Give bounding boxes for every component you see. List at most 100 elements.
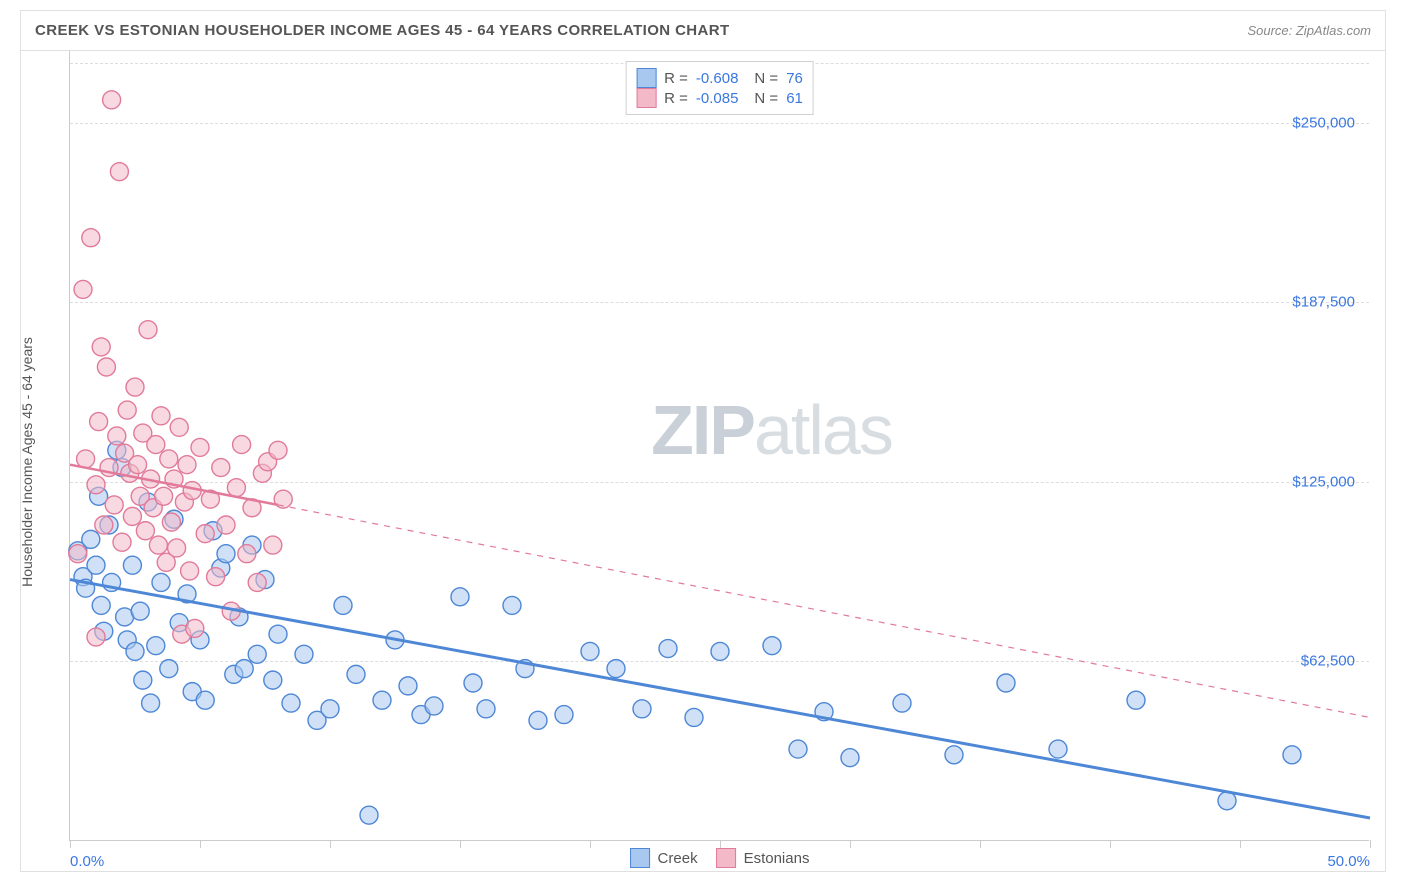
point-estonians	[82, 229, 100, 247]
point-creek	[1127, 691, 1145, 709]
point-estonians	[217, 516, 235, 534]
point-creek	[160, 660, 178, 678]
point-estonians	[97, 358, 115, 376]
point-creek	[1218, 792, 1236, 810]
point-creek	[789, 740, 807, 758]
point-creek	[123, 556, 141, 574]
point-estonians	[212, 459, 230, 477]
point-estonians	[178, 456, 196, 474]
point-estonians	[74, 280, 92, 298]
legend-item-estonians: Estonians	[716, 848, 810, 868]
point-creek	[425, 697, 443, 715]
point-creek	[360, 806, 378, 824]
point-creek	[264, 671, 282, 689]
point-estonians	[139, 321, 157, 339]
r-value-estonians: -0.085	[696, 90, 739, 107]
point-creek	[248, 645, 266, 663]
point-creek	[581, 642, 599, 660]
x-tick-label: 0.0%	[70, 853, 104, 870]
point-estonians	[160, 450, 178, 468]
point-estonians	[92, 338, 110, 356]
point-creek	[607, 660, 625, 678]
plot-wrapper: Householder Income Ages 45 - 64 years ZI…	[21, 51, 1387, 873]
point-creek	[633, 700, 651, 718]
point-creek	[92, 596, 110, 614]
point-estonians	[87, 628, 105, 646]
point-estonians	[129, 456, 147, 474]
point-creek	[503, 596, 521, 614]
point-creek	[196, 691, 214, 709]
point-estonians	[87, 476, 105, 494]
r-value-creek: -0.608	[696, 70, 739, 87]
chart-title: CREEK VS ESTONIAN HOUSEHOLDER INCOME AGE…	[35, 22, 730, 39]
swatch-estonians	[636, 88, 656, 108]
point-creek	[347, 665, 365, 683]
legend-swatch-creek	[630, 848, 650, 868]
legend-label-creek: Creek	[658, 850, 698, 867]
point-creek	[295, 645, 313, 663]
y-tick-label: $62,500	[1301, 653, 1355, 670]
point-creek	[82, 530, 100, 548]
title-bar: CREEK VS ESTONIAN HOUSEHOLDER INCOME AGE…	[21, 11, 1385, 51]
point-estonians	[186, 619, 204, 637]
point-estonians	[196, 525, 214, 543]
point-estonians	[147, 436, 165, 454]
stats-row-creek: R = -0.608 N = 76	[636, 68, 803, 88]
n-label: N =	[754, 70, 778, 87]
y-tick-label: $187,500	[1292, 294, 1355, 311]
point-estonians	[238, 545, 256, 563]
point-creek	[334, 596, 352, 614]
point-estonians	[162, 513, 180, 531]
r-label: R =	[664, 90, 688, 107]
point-estonians	[181, 562, 199, 580]
point-estonians	[123, 507, 141, 525]
point-creek	[659, 640, 677, 658]
legend-item-creek: Creek	[630, 848, 698, 868]
point-creek	[217, 545, 235, 563]
point-estonians	[136, 522, 154, 540]
point-creek	[685, 708, 703, 726]
x-tick-label: 50.0%	[1327, 853, 1370, 870]
point-estonians	[110, 163, 128, 181]
point-estonians	[207, 568, 225, 586]
point-creek	[126, 642, 144, 660]
point-creek	[477, 700, 495, 718]
point-creek	[1283, 746, 1301, 764]
point-estonians	[105, 496, 123, 514]
stats-legend: R = -0.608 N = 76 R = -0.085 N = 61	[625, 61, 814, 115]
point-estonians	[168, 539, 186, 557]
chart-container: CREEK VS ESTONIAN HOUSEHOLDER INCOME AGE…	[20, 10, 1386, 872]
legend-swatch-estonians	[716, 848, 736, 868]
point-estonians	[233, 436, 251, 454]
point-creek	[399, 677, 417, 695]
point-estonians	[69, 545, 87, 563]
point-estonians	[118, 401, 136, 419]
point-estonians	[248, 573, 266, 591]
point-creek	[997, 674, 1015, 692]
point-estonians	[191, 438, 209, 456]
trend-dash-estonians	[278, 505, 1370, 718]
point-estonians	[113, 533, 131, 551]
point-creek	[945, 746, 963, 764]
point-creek	[321, 700, 339, 718]
point-creek	[893, 694, 911, 712]
point-creek	[235, 660, 253, 678]
point-estonians	[126, 378, 144, 396]
point-estonians	[264, 536, 282, 554]
y-axis-label: Householder Income Ages 45 - 64 years	[19, 337, 35, 587]
point-creek	[134, 671, 152, 689]
point-creek	[269, 625, 287, 643]
point-estonians	[149, 536, 167, 554]
legend-label-estonians: Estonians	[744, 850, 810, 867]
point-creek	[152, 573, 170, 591]
point-creek	[841, 749, 859, 767]
point-estonians	[103, 91, 121, 109]
n-label: N =	[754, 90, 778, 107]
point-creek	[142, 694, 160, 712]
y-tick-label: $125,000	[1292, 473, 1355, 490]
plot-area: ZIPatlas R = -0.608 N = 76 R = -0.085 N …	[69, 51, 1369, 841]
point-creek	[529, 711, 547, 729]
point-estonians	[95, 516, 113, 534]
point-estonians	[155, 487, 173, 505]
bottom-legend: Creek Estonians	[630, 848, 810, 868]
